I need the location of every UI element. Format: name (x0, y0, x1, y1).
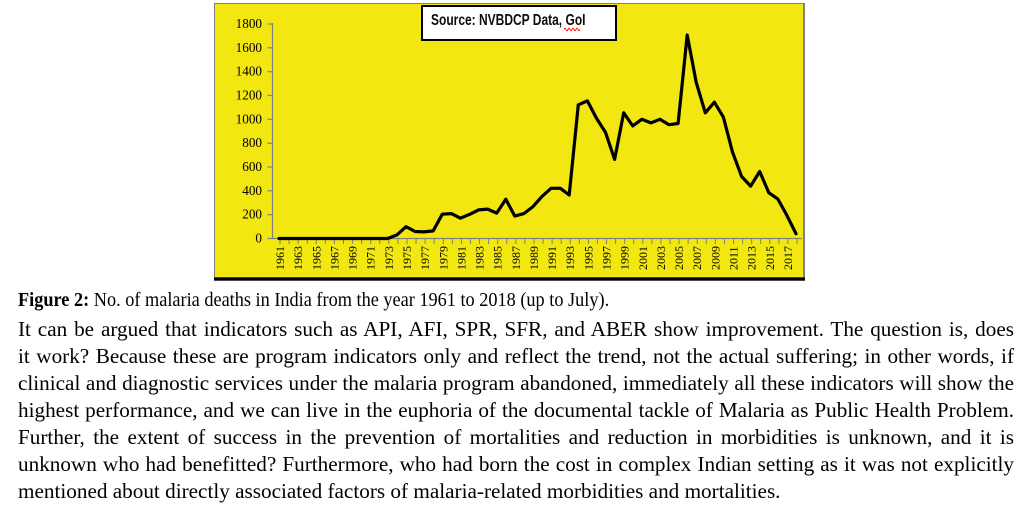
svg-text:2009: 2009 (708, 246, 722, 270)
svg-text:1000: 1000 (236, 111, 263, 126)
svg-text:1987: 1987 (509, 246, 523, 270)
svg-text:0: 0 (255, 231, 262, 246)
svg-text:1400: 1400 (236, 64, 263, 79)
svg-text:600: 600 (242, 159, 262, 174)
svg-text:1983: 1983 (473, 246, 487, 270)
svg-text:1985: 1985 (491, 246, 505, 270)
svg-text:1963: 1963 (291, 246, 305, 270)
svg-text:1971: 1971 (364, 246, 378, 270)
svg-text:1200: 1200 (236, 88, 263, 103)
svg-text:1967: 1967 (327, 246, 341, 270)
svg-text:1969: 1969 (346, 246, 360, 270)
svg-text:1965: 1965 (309, 246, 323, 270)
svg-text:1800: 1800 (236, 16, 263, 31)
svg-text:2001: 2001 (636, 246, 650, 270)
svg-text:2005: 2005 (672, 246, 686, 270)
svg-text:2011: 2011 (727, 246, 741, 270)
svg-text:2003: 2003 (654, 246, 668, 270)
svg-text:1975: 1975 (400, 246, 414, 270)
svg-text:2017: 2017 (781, 246, 795, 270)
svg-text:1991: 1991 (545, 246, 559, 270)
svg-text:1973: 1973 (382, 246, 396, 270)
svg-text:400: 400 (242, 183, 262, 198)
svg-text:1997: 1997 (600, 246, 614, 270)
svg-text:2013: 2013 (745, 246, 759, 270)
svg-text:800: 800 (242, 135, 262, 150)
svg-text:1995: 1995 (581, 246, 595, 270)
svg-text:2015: 2015 (763, 246, 777, 270)
svg-text:200: 200 (242, 207, 262, 222)
svg-text:1961: 1961 (273, 246, 287, 270)
svg-text:2007: 2007 (690, 246, 704, 270)
svg-text:1999: 1999 (618, 246, 632, 270)
svg-text:1981: 1981 (454, 246, 468, 270)
svg-text:1989: 1989 (527, 246, 541, 270)
svg-text:1977: 1977 (418, 246, 432, 270)
svg-text:1993: 1993 (563, 246, 577, 270)
svg-text:1600: 1600 (236, 40, 263, 55)
svg-text:1979: 1979 (436, 246, 450, 270)
